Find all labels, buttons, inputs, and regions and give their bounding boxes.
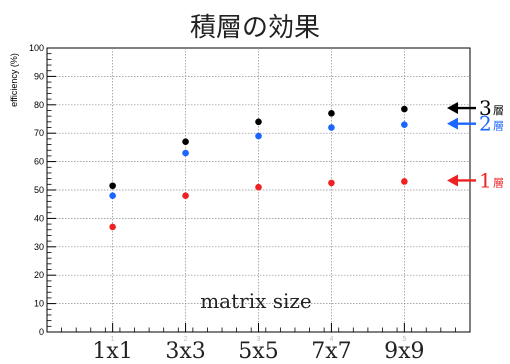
y-tick-label: 70 xyxy=(34,128,44,138)
category-label: 7x7 xyxy=(311,339,351,364)
data-point-series-3 xyxy=(182,138,189,146)
x-tick-labels: 1 2 3 4 5 xyxy=(111,336,407,343)
series-label-number: 1 xyxy=(479,168,492,192)
data-point-series-1 xyxy=(109,223,116,231)
series-label-suffix: 層 xyxy=(493,120,504,133)
data-point-series-1 xyxy=(182,192,189,199)
arrow-icon-head xyxy=(447,102,458,115)
y-tick-label: 30 xyxy=(34,242,44,252)
series-label-suffix: 層 xyxy=(493,104,504,117)
data-point-series-3 xyxy=(328,110,335,117)
y-tick-label: 80 xyxy=(34,100,44,110)
y-tick-label: 0 xyxy=(39,327,44,337)
category-label: 5x5 xyxy=(238,339,278,364)
y-tick-label: 60 xyxy=(34,157,44,167)
data-point-series-1 xyxy=(401,178,408,185)
arrow-icon-head xyxy=(447,174,458,187)
data-point-series-2 xyxy=(109,192,116,199)
category-label: 9x9 xyxy=(384,339,424,364)
data-point-series-2 xyxy=(401,121,408,128)
series-label-number: 2 xyxy=(479,112,492,136)
x-tick-label: 2 xyxy=(184,336,188,343)
y-tick-label: 90 xyxy=(34,71,44,81)
data-point-series-1 xyxy=(255,183,262,191)
y-tick-label: 50 xyxy=(34,185,44,195)
series-annotations: 1 層2 層3 層 xyxy=(447,96,504,192)
y-tick-label: 20 xyxy=(34,270,44,280)
y-tick-label: 10 xyxy=(34,299,44,309)
y-tick-label: 100 xyxy=(29,43,44,53)
chart-title: 積層の効果 xyxy=(190,13,320,43)
grid xyxy=(47,48,470,332)
arrow-icon-head xyxy=(447,117,458,130)
x-tick-label: 4 xyxy=(329,336,333,343)
x-tick-label: 5 xyxy=(402,336,406,343)
x-tick-label: 3 xyxy=(257,336,261,343)
y-tick-labels: 0 10 20 30 40 50 60 70 80 90 100 xyxy=(29,43,44,337)
series-label-number: 3 xyxy=(479,96,492,120)
y-tick-label: 40 xyxy=(34,213,44,223)
data-point-series-2 xyxy=(255,132,262,140)
category-labels: 1x1 3x3 5x5 7x7 9x9 xyxy=(92,339,424,364)
data-point-series-3 xyxy=(401,105,408,113)
data-point-series-2 xyxy=(182,149,189,157)
x-tick-label: 1 xyxy=(111,336,115,343)
data-point-series-2 xyxy=(328,124,335,131)
data-point-series-3 xyxy=(109,182,116,190)
data-points xyxy=(109,105,408,231)
category-label: 1x1 xyxy=(92,339,132,364)
axis-ticks xyxy=(46,47,471,333)
x-axis-label: matrix size xyxy=(200,289,312,313)
data-point-series-3 xyxy=(255,118,262,126)
data-point-series-1 xyxy=(328,179,335,187)
y-axis-label: efficiency (%) xyxy=(9,53,19,107)
category-label: 3x3 xyxy=(165,339,205,364)
series-label-suffix: 層 xyxy=(493,176,504,189)
